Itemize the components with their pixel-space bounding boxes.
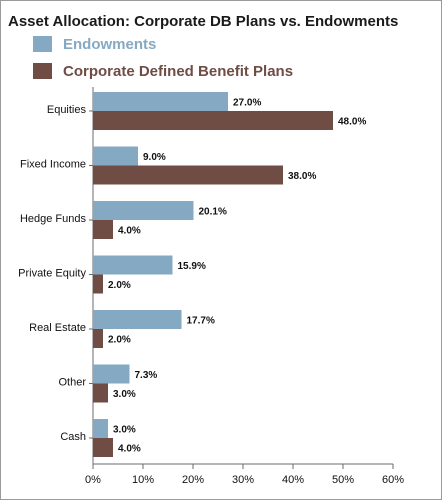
bar	[93, 146, 138, 166]
bar	[93, 329, 103, 348]
x-tick-label: 40%	[282, 474, 304, 486]
bar	[93, 165, 283, 185]
category-label: Real Estate	[29, 322, 86, 334]
x-tick-label: 20%	[182, 474, 204, 486]
data-label: 15.9%	[178, 261, 206, 272]
bar	[93, 438, 113, 457]
category-label: Other	[58, 377, 86, 389]
category-label: Equities	[47, 104, 87, 116]
legend-label-endowments: Endowments	[63, 36, 156, 53]
x-tick-label: 60%	[382, 474, 404, 486]
category-label: Cash	[60, 431, 86, 443]
bar	[93, 419, 108, 438]
data-label: 3.0%	[113, 389, 136, 400]
data-label: 2.0%	[108, 280, 131, 291]
legend-swatch-corporate-db	[33, 63, 52, 79]
data-label: 9.0%	[143, 152, 166, 163]
x-tick-label: 10%	[132, 474, 154, 486]
data-label: 2.0%	[108, 335, 131, 346]
x-tick-label: 30%	[232, 474, 254, 486]
bar	[93, 111, 333, 130]
bar	[93, 255, 173, 275]
legend-swatch-endowments	[33, 36, 52, 52]
legend-label-corporate-db: Corporate Defined Benefit Plans	[63, 63, 293, 80]
data-label: 38.0%	[288, 171, 316, 182]
chart-title: Asset Allocation: Corporate DB Plans vs.…	[8, 13, 398, 30]
bar	[93, 274, 103, 294]
data-label: 7.3%	[135, 370, 158, 381]
category-label: Fixed Income	[20, 159, 86, 171]
bar	[93, 220, 113, 239]
category-label: Hedge Funds	[20, 213, 87, 225]
x-tick-label: 0%	[85, 474, 101, 486]
x-tick-label: 50%	[332, 474, 354, 486]
data-label: 4.0%	[118, 444, 141, 455]
bar	[93, 201, 194, 220]
data-label: 4.0%	[118, 226, 141, 237]
category-label: Private Equity	[18, 268, 86, 280]
data-label: 48.0%	[338, 117, 366, 128]
data-label: 3.0%	[113, 425, 136, 436]
bar	[93, 92, 228, 111]
data-label: 17.7%	[187, 316, 215, 327]
plot-area: 0% 10% 20% 30% 40% 50% 60% Equities 27.0% 48.0% Fi…	[18, 87, 404, 486]
data-label: 27.0%	[233, 98, 261, 109]
bar	[93, 383, 108, 403]
bar	[93, 364, 130, 384]
data-label: 20.1%	[199, 207, 227, 218]
bar	[93, 310, 182, 329]
